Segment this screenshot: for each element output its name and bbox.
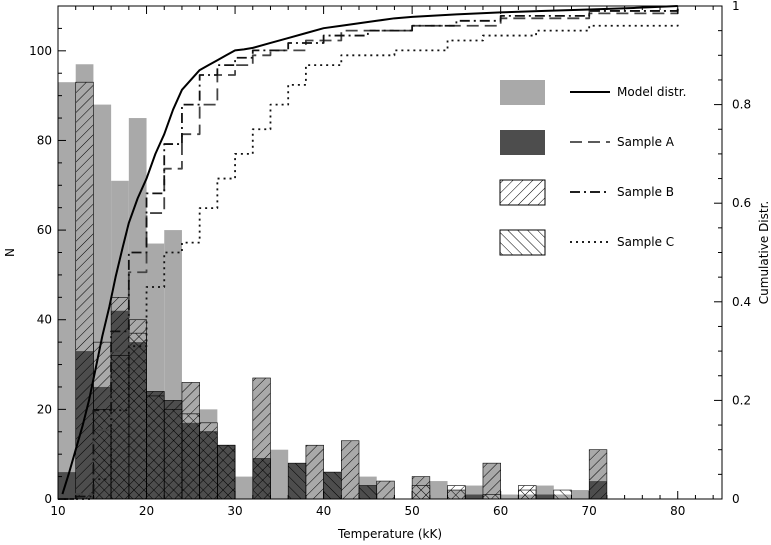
hist-bar-3-1 bbox=[110, 355, 130, 500]
histogram-bars bbox=[58, 64, 608, 500]
x-tick-label: 10 bbox=[50, 504, 65, 518]
hist-bar-3-15 bbox=[518, 489, 537, 500]
legend-label-1: Sample A bbox=[617, 135, 675, 149]
cumulative-lines bbox=[58, 5, 679, 500]
x-tick-label: 40 bbox=[316, 504, 331, 518]
x-tick-label: 70 bbox=[582, 504, 597, 518]
hist-bar-3-6 bbox=[199, 431, 218, 500]
hist-bar-2-0 bbox=[75, 81, 94, 500]
y-tick-label: 20 bbox=[37, 402, 52, 416]
hist-bar-2-10 bbox=[305, 444, 324, 500]
hist-bar-3-13 bbox=[447, 489, 466, 500]
x-tick-label: 20 bbox=[139, 504, 154, 518]
y2-tick-label: 0.8 bbox=[732, 98, 751, 112]
hist-bar-3-11 bbox=[358, 485, 378, 500]
hist-bar-0-12 bbox=[270, 449, 289, 499]
hist-bar-0-20 bbox=[429, 481, 448, 499]
legend-swatch-0 bbox=[500, 80, 545, 105]
x-tick-label: 30 bbox=[227, 504, 242, 518]
hist-bar-3-2 bbox=[128, 332, 147, 500]
hist-bar-3-0 bbox=[93, 409, 112, 500]
hist-bar-2-12 bbox=[376, 480, 395, 500]
cumulative-line-2 bbox=[58, 6, 679, 500]
legend-label-2: Sample B bbox=[617, 185, 674, 199]
y2-tick-label: 0 bbox=[732, 492, 740, 506]
x-tick-label: 80 bbox=[670, 504, 685, 518]
hist-bar-2-11 bbox=[341, 440, 360, 500]
hist-bar-3-5 bbox=[181, 413, 200, 500]
hist-bar-3-7 bbox=[217, 444, 236, 500]
cumulative-line-3 bbox=[58, 20, 679, 500]
x-axis-label: Temperature (kK) bbox=[337, 527, 442, 541]
y2-tick-label: 0.6 bbox=[732, 196, 751, 210]
y2-axis-label: Cumulative Distr. bbox=[757, 201, 771, 304]
y-tick-label: 40 bbox=[37, 313, 52, 327]
hist-bar-0-28 bbox=[571, 490, 590, 499]
hist-bar-3-12 bbox=[411, 485, 431, 500]
y-tick-label: 0 bbox=[44, 492, 52, 506]
hist-bar-0-0 bbox=[58, 82, 76, 499]
hist-bar-3-16 bbox=[553, 489, 572, 500]
cumulative-line-0 bbox=[61, 5, 678, 495]
hist-bar-3-4 bbox=[163, 409, 183, 500]
hist-bar-3-10 bbox=[323, 471, 342, 500]
legend-swatch-2 bbox=[499, 179, 546, 206]
y2-tick-label: 0.2 bbox=[732, 393, 751, 407]
hist-bar-0-10 bbox=[235, 476, 253, 499]
legend: Model distr. Sample A Sample B Sample C bbox=[499, 80, 686, 256]
hist-bar-3-8 bbox=[252, 458, 271, 500]
hist-bar-2-17 bbox=[588, 449, 608, 500]
legend-swatch-3 bbox=[499, 229, 546, 256]
y2-tick-label: 0.4 bbox=[732, 295, 751, 309]
hist-bar-3-9 bbox=[287, 462, 307, 500]
y-tick-label: 80 bbox=[37, 133, 52, 147]
legend-label-0: Model distr. bbox=[617, 85, 686, 99]
legend-label-3: Sample C bbox=[617, 235, 674, 249]
x-tick-label: 50 bbox=[404, 504, 419, 518]
y-tick-label: 100 bbox=[29, 44, 52, 58]
hist-bar-3-3 bbox=[146, 395, 165, 500]
hist-bar-3-14 bbox=[482, 494, 501, 500]
x-tick-label: 60 bbox=[493, 504, 508, 518]
hist-bar-1-15 bbox=[536, 494, 554, 499]
y2-tick-label: 1 bbox=[732, 0, 740, 13]
hist-bar-1-14 bbox=[465, 494, 483, 499]
ticks: 10 20 30 40 50 60 70 80 0 20 40 60 80 100 0 0.2 0.4 0.6 0.… bbox=[29, 0, 751, 518]
legend-swatch-1 bbox=[500, 130, 545, 155]
y-axis-label: N bbox=[3, 248, 17, 257]
y-tick-label: 60 bbox=[37, 223, 52, 237]
hist-bar-0-24 bbox=[500, 494, 519, 499]
hist-bar-2-15 bbox=[482, 462, 501, 500]
